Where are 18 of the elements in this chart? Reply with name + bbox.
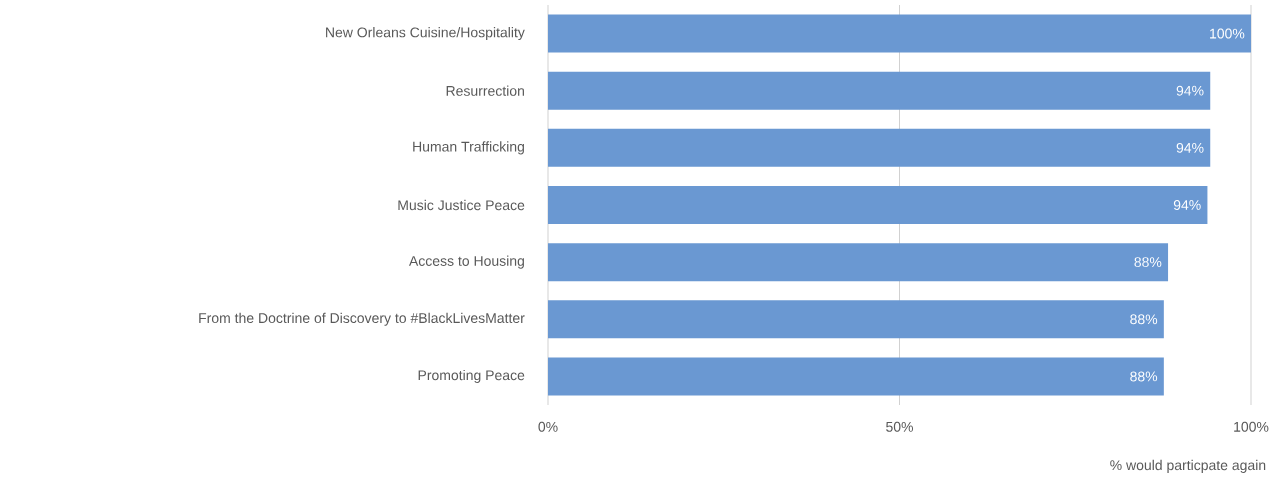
y-tick-label: From the Doctrine of Discovery to #BlackLivesMatter — [199, 312, 525, 326]
y-tick-label: Music Justice Peace — [398, 199, 525, 211]
y-tick-label: Human Trafficking — [413, 141, 524, 155]
data-label: 94% — [1176, 85, 1204, 96]
data-label: 94% — [1173, 200, 1201, 210]
data-label: 94% — [1176, 142, 1204, 153]
data-label: 88% — [1130, 314, 1158, 325]
data-label: 100% — [1210, 28, 1245, 39]
x-tick-label: 100% — [1234, 421, 1269, 432]
x-tick-label: 50% — [886, 421, 914, 432]
y-tick-label: Access to Housing — [408, 255, 524, 269]
data-label: 88% — [1134, 257, 1162, 268]
x-tick-label: 0% — [538, 421, 558, 432]
x-axis-title: % would particpate again — [1110, 459, 1266, 473]
data-label: 88% — [1130, 371, 1158, 382]
y-tick-label: New Orleans Cuisine/Hospitality — [326, 27, 525, 41]
y-tick-label: Promoting Peace — [418, 369, 525, 383]
y-tick-label: Resurrection — [446, 85, 524, 96]
